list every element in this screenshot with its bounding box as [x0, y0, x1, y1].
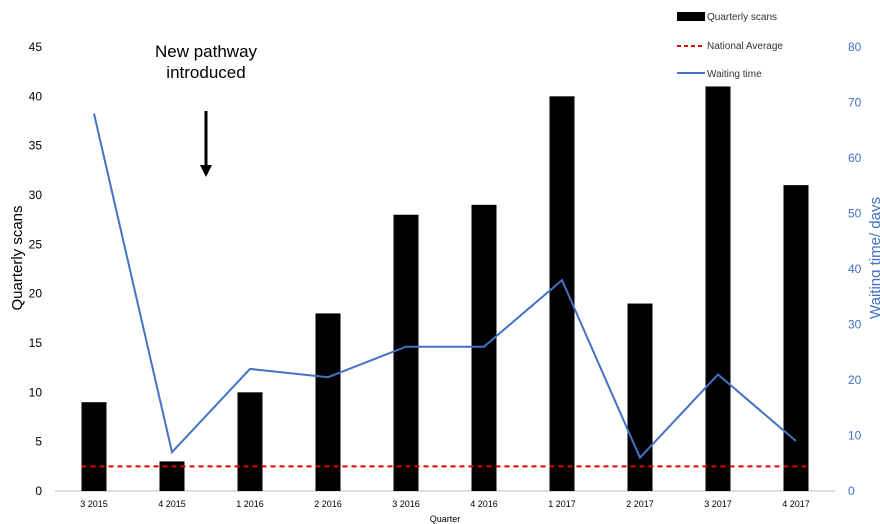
x-axis-label: Quarter — [430, 514, 461, 524]
arrow-down-icon — [200, 165, 212, 177]
legend: Quarterly scans National Average Waiting… — [677, 12, 783, 80]
bar-quarterly-scans — [237, 392, 263, 491]
y-tick-label-right: 70 — [848, 96, 862, 110]
y-tick-label-right: 10 — [848, 429, 862, 443]
legend-label-national: National Average — [707, 41, 783, 52]
x-tick-label: 4 2017 — [782, 499, 810, 509]
left-axis-ticks: 0 5 10 15 20 25 30 35 40 45 — [29, 40, 43, 498]
bar-quarterly-scans — [549, 96, 575, 491]
waiting-time-line — [93, 113, 797, 460]
y-tick-label-left: 30 — [29, 188, 43, 202]
legend-label-bars: Quarterly scans — [707, 12, 777, 23]
y-tick-label-left: 20 — [29, 287, 43, 301]
bar-quarterly-scans — [783, 185, 809, 491]
bars — [81, 86, 809, 491]
legend-swatch-bars — [677, 12, 705, 21]
lines — [81, 113, 809, 468]
bar-quarterly-scans — [705, 86, 731, 491]
x-axis-ticks: 3 2015 4 2015 1 2016 2 2016 3 2016 4 2016 1 20… — [80, 499, 810, 509]
bar-quarterly-scans — [471, 204, 497, 491]
x-tick-label: 4 2016 — [470, 499, 498, 509]
x-tick-label: 4 2015 — [158, 499, 186, 509]
y-tick-label-right: 30 — [848, 318, 862, 332]
annotation-line-1: New pathway — [155, 42, 258, 61]
y-axis-label-right: Waiting time/ days — [867, 197, 880, 319]
y-tick-label-left: 15 — [29, 336, 43, 350]
y-tick-label-right: 40 — [848, 262, 862, 276]
bar-quarterly-scans — [81, 402, 107, 491]
y-tick-label-right: 0 — [848, 484, 855, 498]
y-tick-label-left: 45 — [29, 40, 43, 54]
y-tick-label-right: 20 — [848, 373, 862, 387]
x-tick-label: 1 2017 — [548, 499, 576, 509]
y-tick-label-left: 5 — [35, 435, 42, 449]
y-tick-label-right: 50 — [848, 207, 862, 221]
y-tick-label-right: 60 — [848, 151, 862, 165]
bar-quarterly-scans — [315, 313, 341, 491]
right-axis-ticks: 0 10 20 30 40 50 60 70 80 — [848, 40, 862, 498]
y-tick-label-left: 10 — [29, 385, 43, 399]
y-tick-label-left: 40 — [29, 89, 43, 103]
x-tick-label: 3 2015 — [80, 499, 108, 509]
x-tick-label: 3 2016 — [392, 499, 420, 509]
x-tick-label: 2 2017 — [626, 499, 654, 509]
legend-label-waiting: Waiting time — [707, 69, 762, 80]
bar-quarterly-scans — [627, 303, 653, 491]
x-tick-label: 3 2017 — [704, 499, 732, 509]
annotation: New pathway introduced — [155, 42, 258, 177]
y-axis-label-left: Quarterly scans — [9, 205, 26, 310]
y-tick-label-left: 25 — [29, 237, 43, 251]
x-tick-label: 1 2016 — [236, 499, 264, 509]
bar-quarterly-scans — [393, 214, 419, 491]
y-tick-label-left: 35 — [29, 139, 43, 153]
annotation-line-2: introduced — [166, 63, 245, 82]
y-tick-label-right: 80 — [848, 40, 862, 54]
y-tick-label-left: 0 — [35, 484, 42, 498]
x-tick-label: 2 2016 — [314, 499, 342, 509]
